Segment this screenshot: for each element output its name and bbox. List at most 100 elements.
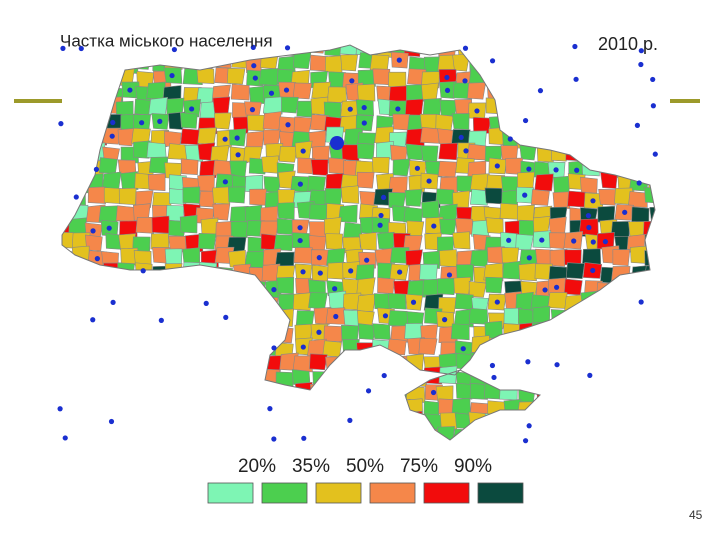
region — [324, 216, 342, 236]
city-dot — [300, 344, 306, 350]
region — [246, 114, 265, 132]
city-dot — [378, 212, 384, 219]
city-dot — [585, 213, 591, 219]
city-dot — [426, 178, 432, 184]
city-dot — [203, 300, 209, 306]
region — [549, 216, 567, 236]
city-dot — [526, 423, 532, 429]
region — [419, 263, 438, 281]
city-dot — [526, 166, 532, 172]
region — [226, 67, 246, 85]
city-dot — [462, 45, 469, 51]
region — [372, 156, 390, 174]
city-dot — [316, 329, 322, 335]
region — [245, 131, 265, 150]
city-dot — [446, 272, 453, 278]
region — [292, 355, 313, 373]
region — [404, 323, 423, 340]
region — [87, 186, 106, 204]
map-year: 2010 р. — [598, 34, 658, 54]
region — [406, 84, 425, 102]
region — [261, 155, 279, 174]
region — [455, 382, 474, 400]
city-dot — [587, 372, 593, 378]
region — [278, 145, 298, 163]
city-dot — [622, 209, 628, 215]
region — [567, 190, 587, 208]
region — [547, 292, 568, 309]
region — [293, 116, 313, 134]
region — [627, 191, 648, 208]
region — [309, 203, 328, 221]
region — [117, 128, 136, 147]
city-dot — [90, 317, 96, 323]
region — [420, 145, 439, 162]
city-dot — [365, 388, 372, 394]
region — [227, 186, 246, 204]
region — [390, 144, 408, 162]
city-dot — [301, 435, 307, 441]
city-dot — [396, 57, 402, 63]
region — [340, 185, 360, 204]
city-dot — [58, 121, 64, 127]
city-dot — [271, 345, 277, 351]
city-dot — [347, 106, 353, 112]
region — [262, 111, 282, 130]
region — [98, 157, 118, 174]
region — [405, 143, 424, 161]
city-dot — [489, 362, 496, 369]
city-dot — [361, 120, 367, 126]
region — [292, 82, 313, 100]
region — [421, 82, 439, 102]
city-dot — [491, 374, 497, 381]
region — [356, 293, 377, 313]
region — [534, 173, 554, 192]
city-dot — [602, 239, 608, 245]
city-dot — [250, 44, 256, 50]
region — [485, 217, 504, 234]
city-dot — [316, 255, 322, 261]
region — [357, 69, 376, 87]
region — [421, 200, 440, 219]
legend: 20% 35% 50% 75% 90% — [207, 456, 524, 504]
region — [453, 276, 472, 295]
city-dot — [553, 167, 559, 173]
city-dot — [507, 136, 513, 142]
region — [502, 260, 521, 280]
city-dot — [300, 148, 306, 154]
city-dot — [297, 181, 303, 187]
city-dot — [330, 136, 344, 150]
city-dot — [506, 237, 512, 243]
city-dot — [414, 165, 420, 171]
region — [387, 310, 409, 327]
region — [197, 127, 217, 145]
legend-label: 20% — [238, 456, 276, 477]
region — [454, 308, 474, 328]
region — [437, 160, 458, 178]
city-dot — [526, 255, 532, 261]
city-dot — [171, 46, 178, 53]
region — [612, 249, 631, 266]
region — [167, 143, 188, 160]
city-dot — [364, 257, 370, 263]
region — [180, 158, 199, 176]
legend-swatch — [261, 482, 308, 504]
city-dot — [474, 108, 480, 114]
region — [341, 325, 359, 342]
city-dot — [285, 122, 291, 128]
region — [451, 113, 470, 130]
region — [308, 292, 328, 309]
city-dot — [442, 317, 448, 323]
region — [467, 82, 487, 100]
city-dot — [62, 435, 68, 441]
city-dot — [271, 287, 277, 293]
city-dot — [634, 122, 640, 128]
city-dot — [57, 406, 63, 412]
region — [325, 233, 343, 250]
region — [438, 142, 458, 161]
city-dot — [537, 88, 544, 94]
region — [84, 234, 103, 252]
region — [358, 232, 377, 251]
legend-swatch — [477, 482, 524, 504]
